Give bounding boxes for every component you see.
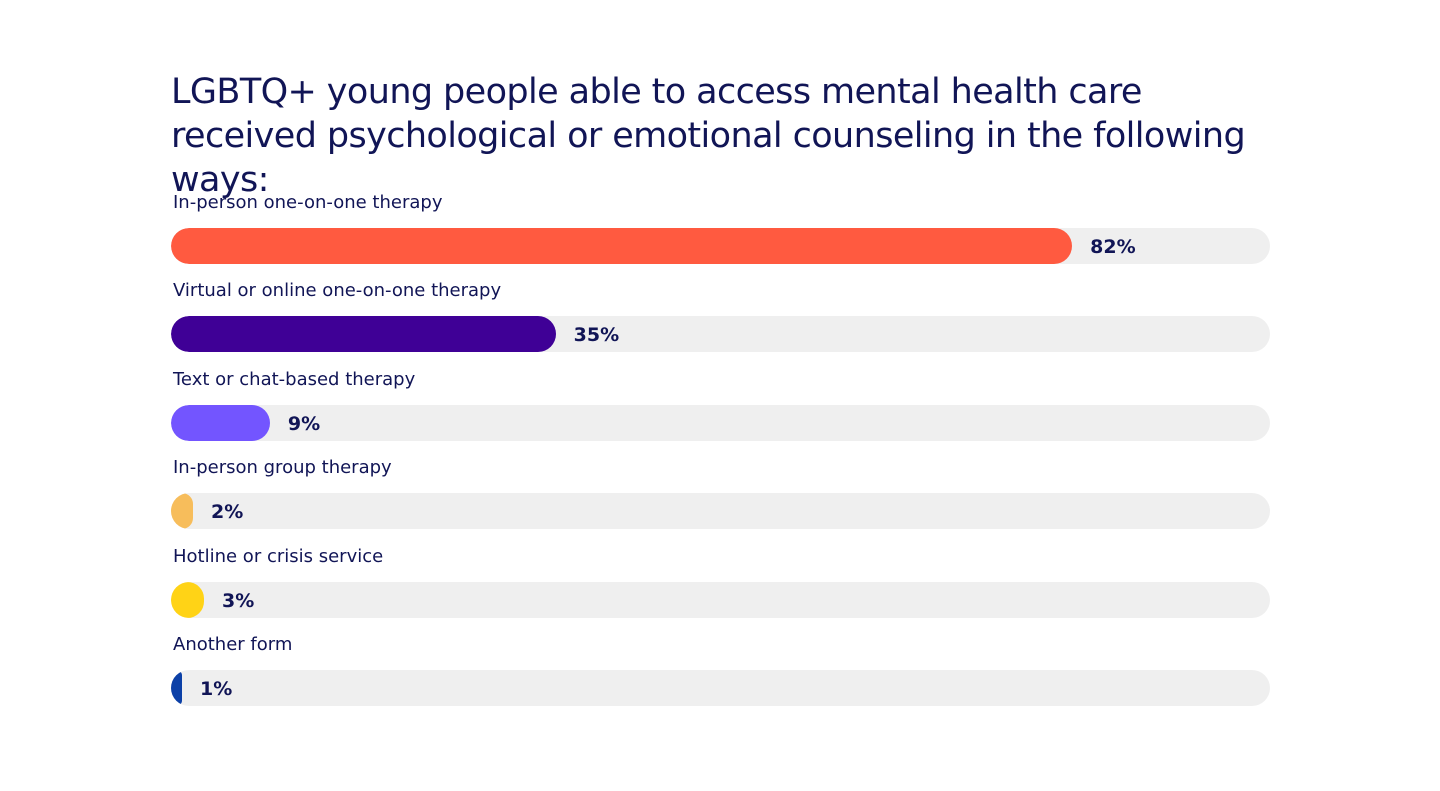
category-label: Text or chat-based therapy <box>173 368 416 390</box>
value-label: 35% <box>573 324 620 347</box>
bar-row: Virtual or online one-on-one therapy 35% <box>171 280 1270 360</box>
bar <box>171 228 1073 264</box>
category-label: Virtual or online one-on-one therapy <box>173 280 502 302</box>
bar-row: Another form 1% <box>171 634 1270 714</box>
bar <box>171 670 182 706</box>
value-label: 82% <box>1090 236 1136 258</box>
value-label: 9% <box>287 412 321 435</box>
bar-track <box>171 493 1270 530</box>
value-label: 1% <box>199 678 233 700</box>
category-label: In-person one-on-one therapy <box>173 192 443 213</box>
value-label: 2% <box>210 501 244 524</box>
category-label: In-person group therapy <box>173 457 392 479</box>
bar-track <box>171 316 1270 353</box>
bar-track <box>171 581 1270 618</box>
bar <box>171 316 556 353</box>
chart: LGBTQ+ young people able to access menta… <box>171 70 1270 706</box>
category-label: Another form <box>173 634 293 655</box>
category-label: Hotline or crisis service <box>173 545 384 567</box>
bar-track <box>171 228 1270 264</box>
value-label: 3% <box>221 589 255 612</box>
bar-track <box>171 670 1270 706</box>
bar <box>171 493 193 530</box>
bar-row: In-person one-on-one therapy 82% <box>171 192 1270 272</box>
bar <box>171 581 204 618</box>
bar <box>171 404 270 441</box>
chart-title: LGBTQ+ young people able to access menta… <box>171 72 1246 200</box>
bar-row: Text or chat-based therapy 9% <box>171 369 1270 449</box>
bar-row: In-person group therapy 2% <box>171 457 1270 537</box>
bar-row: Hotline or crisis service 3% <box>171 546 1270 626</box>
bar-track <box>171 404 1270 441</box>
